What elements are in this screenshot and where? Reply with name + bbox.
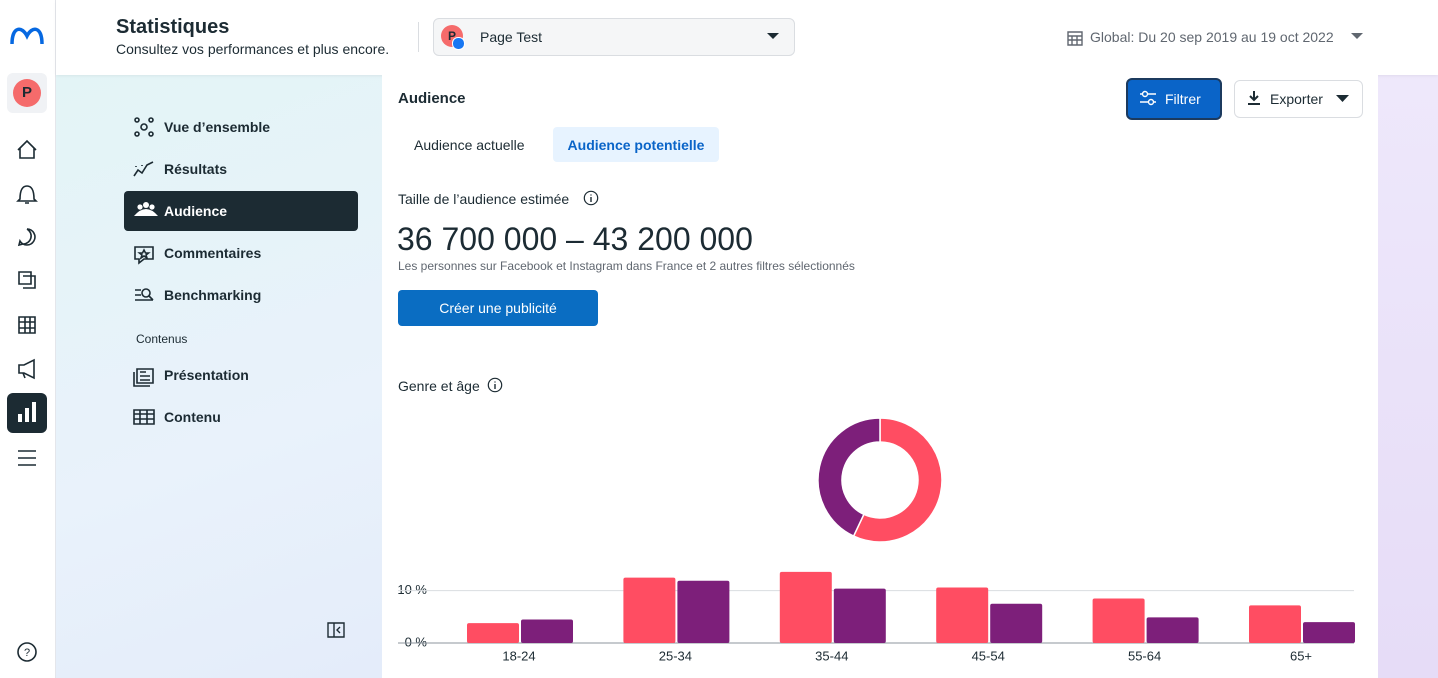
rail-icons: ? (7, 27, 47, 662)
size-label: Taille de l’audience estimée (398, 191, 570, 207)
bar (677, 580, 730, 643)
bar (1146, 617, 1199, 643)
bar (1249, 605, 1301, 643)
create-ad-button[interactable]: Créer une publicité (398, 290, 598, 326)
date-caret (1351, 33, 1363, 39)
home-icon[interactable] (17, 139, 37, 159)
table-icon[interactable] (18, 316, 36, 334)
sidebar (56, 75, 382, 678)
filter-icon (1140, 90, 1156, 106)
nav-section: Contenus (136, 332, 188, 346)
x-tick-label: 55-64 (1128, 648, 1161, 663)
size-caption: Les personnes sur Facebook et Instagram … (398, 259, 855, 273)
nav-item[interactable]: Résultats (164, 161, 228, 177)
bar (521, 619, 573, 643)
help-icon[interactable] (17, 642, 37, 662)
fb-badge (452, 37, 465, 50)
nav-active-bg[interactable] (124, 191, 358, 231)
filter-label: Filtrer (1165, 91, 1201, 107)
bar (623, 577, 676, 643)
collapse-icon[interactable] (326, 621, 346, 639)
calendar-icon (1067, 31, 1083, 46)
audience-size: 36 700 000 – 43 200 000 (397, 221, 753, 257)
nav-item[interactable]: Contenu (164, 409, 221, 425)
info-icon[interactable] (487, 377, 503, 393)
bar (833, 588, 886, 643)
date-range[interactable]: Global: Du 20 sep 2019 au 19 oct 2022 (1090, 29, 1334, 45)
donut-segment (852, 417, 943, 543)
download-icon (1248, 91, 1260, 105)
x-tick-label: 35-44 (815, 648, 848, 663)
gender-age-title: Genre et âge (398, 378, 480, 394)
nav-icons (124, 117, 358, 425)
help-mark: ? (24, 647, 30, 659)
nav-item[interactable]: Commentaires (164, 245, 262, 261)
x-tick-label: 45-54 (972, 648, 1005, 663)
x-tick-label: 25-34 (659, 648, 692, 663)
header-title: Statistiques (116, 16, 230, 38)
y-tick-label: 10 % (397, 582, 427, 597)
bar (1092, 598, 1145, 643)
nav-item[interactable]: Vue d’ensemble (164, 119, 271, 135)
export-caret (1336, 95, 1349, 102)
nav-item[interactable]: Audience (164, 203, 228, 219)
tab[interactable]: Audience actuelle (414, 137, 525, 153)
main-panel (382, 75, 1378, 678)
bar (779, 571, 832, 643)
page-name: Page Test (480, 29, 543, 45)
profile-avatar (13, 79, 41, 107)
menu-icon[interactable] (18, 450, 36, 466)
y-tick-label: 0 % (405, 634, 428, 649)
bell-icon[interactable] (16, 185, 38, 204)
ads-icon[interactable] (18, 358, 35, 380)
nav-item[interactable]: Benchmarking (164, 287, 262, 303)
header-subtitle: Consultez vos performances et plus encor… (116, 41, 390, 57)
bar (467, 623, 519, 643)
x-tick-label: 65+ (1290, 648, 1312, 663)
insights-icon (18, 402, 36, 422)
filter-button[interactable] (1126, 78, 1222, 120)
right-gradient (1378, 75, 1438, 678)
info-icon[interactable] (583, 190, 599, 206)
page-selector[interactable] (433, 18, 795, 56)
bar (936, 587, 989, 643)
charts: 0 % 10 % 18-24 25-34 35-44 45-54 55-64 65+ (397, 417, 1355, 663)
header-divider (418, 22, 419, 52)
tab-active[interactable]: Audience potentielle (567, 137, 705, 153)
bar (1303, 622, 1355, 643)
nav-item[interactable]: Présentation (164, 367, 249, 383)
donut-segment (817, 417, 881, 538)
export-label: Exporter (1270, 91, 1323, 107)
x-tick-label: 18-24 (502, 648, 535, 663)
pages-icon[interactable] (18, 271, 36, 289)
section-title: Audience (398, 90, 466, 107)
tab-active-bg[interactable] (553, 127, 719, 162)
meta-logo (10, 27, 44, 45)
profile-initial: P (21, 84, 32, 101)
bar (990, 603, 1043, 643)
chat-icon[interactable] (17, 228, 36, 247)
dropdown-caret (767, 33, 779, 39)
